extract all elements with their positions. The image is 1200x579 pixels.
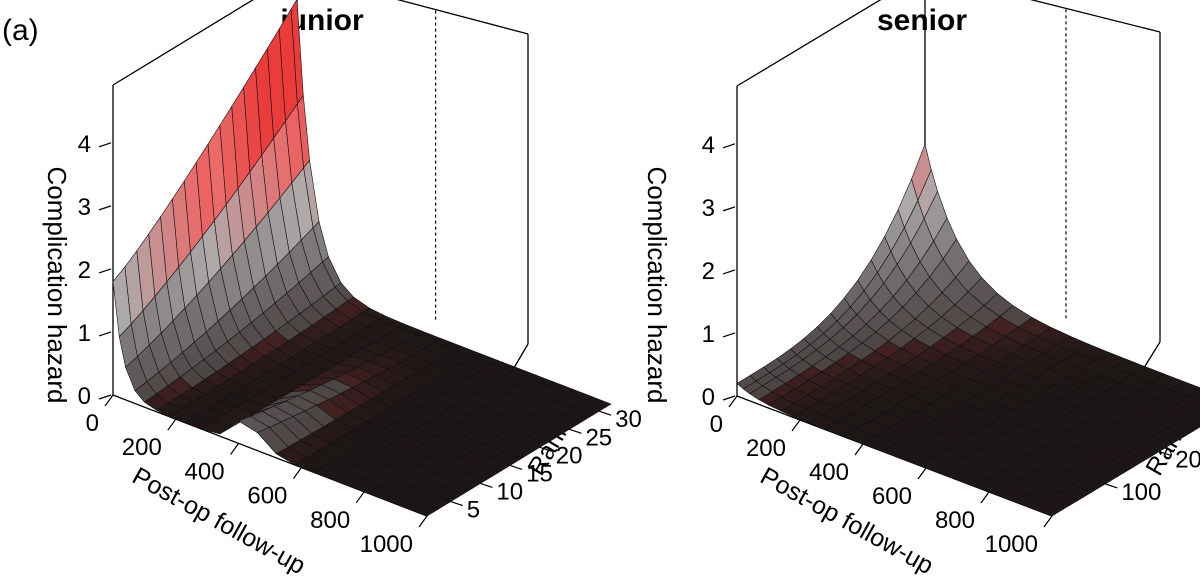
x-tick bbox=[791, 419, 801, 432]
y-tick-label: 30 bbox=[615, 406, 642, 433]
x-tick bbox=[104, 394, 114, 407]
z-tick bbox=[98, 394, 112, 400]
y-tick-label: 10 bbox=[496, 478, 523, 505]
z-tick-label: 4 bbox=[78, 131, 91, 158]
surface-facet bbox=[1032, 500, 1066, 517]
y-tick-label: 100 bbox=[1121, 479, 1161, 506]
z-tick-label: 0 bbox=[78, 383, 91, 410]
z-axis: 0 1 2 3 4 bbox=[702, 132, 736, 411]
z-tick bbox=[722, 395, 736, 401]
x-tick bbox=[1043, 515, 1053, 528]
z-tick-label: 3 bbox=[78, 194, 91, 221]
z-tick bbox=[98, 142, 112, 148]
z-tick-label: 3 bbox=[702, 195, 715, 222]
x-tick bbox=[292, 467, 302, 479]
surface-mesh bbox=[736, 143, 1200, 517]
x-tick-label: 200 bbox=[122, 434, 162, 461]
z-axis: 0 1 2 3 4 bbox=[78, 131, 112, 410]
junior-z-axis-label: Complication hazard bbox=[42, 166, 72, 403]
y-tick bbox=[480, 482, 493, 489]
y-axis: 100200300 bbox=[1105, 447, 1200, 506]
box-edge bbox=[736, 0, 882, 87]
x-tick-label: 1000 bbox=[985, 531, 1038, 558]
x-tick bbox=[728, 395, 738, 408]
x-tick-label: 600 bbox=[247, 483, 287, 510]
x-tick-label: 1000 bbox=[360, 531, 413, 558]
x-tick-label: 600 bbox=[872, 483, 912, 510]
x-tick-label: 400 bbox=[185, 458, 225, 485]
surface-facet bbox=[407, 501, 440, 517]
z-tick bbox=[722, 332, 736, 338]
x-tick bbox=[230, 443, 240, 455]
surface-facet bbox=[1193, 408, 1200, 415]
x-axis: 0 200 400 600 800 1000 bbox=[86, 394, 428, 558]
z-tick bbox=[722, 269, 736, 275]
y-tick-label: 5 bbox=[467, 497, 480, 524]
x-tick bbox=[167, 418, 177, 431]
y-tick bbox=[1105, 483, 1118, 489]
y-tick-label: 20 bbox=[556, 442, 583, 469]
y-tick bbox=[569, 428, 582, 434]
box-edge bbox=[112, 0, 254, 86]
senior-surface-plot: senior Complication hazard Post-op follo… bbox=[642, 0, 1200, 579]
y-tick-label: 15 bbox=[526, 460, 553, 487]
box-edge bbox=[396, 0, 529, 35]
senior-z-axis-label: Complication hazard bbox=[642, 166, 672, 403]
x-tick-label: 800 bbox=[935, 507, 975, 534]
z-tick-label: 1 bbox=[702, 321, 715, 348]
x-tick-label: 800 bbox=[310, 507, 350, 534]
senior-title: senior bbox=[877, 4, 967, 37]
z-tick-label: 0 bbox=[702, 384, 715, 411]
x-tick bbox=[355, 491, 365, 504]
z-tick bbox=[98, 205, 112, 211]
panel-label: (a) bbox=[2, 14, 39, 47]
z-tick bbox=[98, 268, 112, 274]
x-tick-label: 400 bbox=[809, 459, 849, 486]
y-tick bbox=[450, 500, 463, 507]
z-tick bbox=[722, 206, 736, 212]
surface-facet bbox=[1188, 389, 1200, 402]
box-edge bbox=[1029, 0, 1161, 33]
z-tick-label: 1 bbox=[78, 320, 91, 347]
y-tick bbox=[598, 410, 612, 416]
y-tick-label: 25 bbox=[585, 424, 612, 451]
y-tick bbox=[509, 464, 523, 470]
x-tick-label: 0 bbox=[86, 410, 99, 437]
x-tick bbox=[917, 467, 927, 480]
y-tick-label: 200 bbox=[1175, 447, 1200, 474]
z-tick-label: 2 bbox=[702, 258, 715, 285]
surface-mesh bbox=[112, 0, 612, 517]
junior-surface-plot: junior Complication hazard Post-op follo… bbox=[42, 0, 642, 579]
x-tick-label: 200 bbox=[746, 435, 786, 462]
z-tick-label: 4 bbox=[702, 132, 715, 159]
x-axis: 0 200 400 600 800 1000 bbox=[710, 395, 1053, 558]
x-tick-label: 0 bbox=[710, 411, 723, 438]
x-tick bbox=[980, 491, 990, 504]
z-tick bbox=[98, 331, 112, 337]
y-tick bbox=[1159, 450, 1172, 457]
x-tick bbox=[418, 515, 428, 528]
x-tick bbox=[854, 443, 864, 456]
y-tick bbox=[539, 446, 552, 452]
z-tick-label: 2 bbox=[78, 257, 91, 284]
z-tick bbox=[722, 143, 736, 149]
